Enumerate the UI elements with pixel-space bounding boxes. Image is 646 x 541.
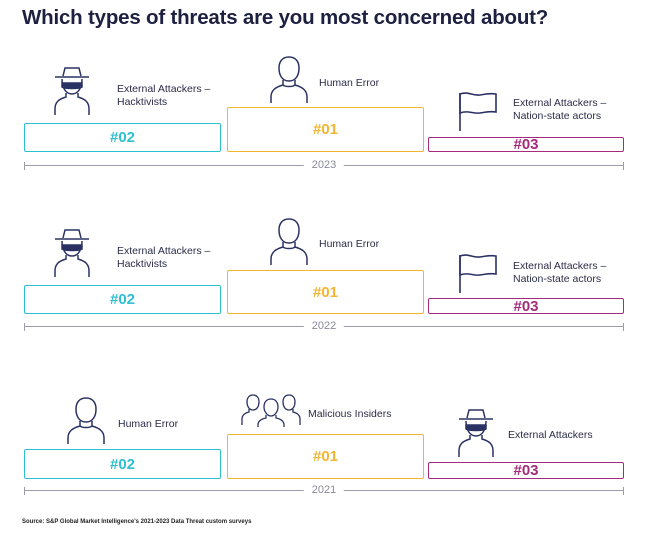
threat-label-line: External Attackers	[508, 429, 593, 441]
threat-label: Human Error	[118, 418, 178, 431]
rank-box-03: #03	[428, 462, 624, 479]
person-icon	[267, 216, 311, 271]
threat-label-line: Nation-state actors	[513, 110, 602, 122]
threat-label-line: Hacktivists	[117, 258, 168, 270]
person-icon	[64, 395, 108, 450]
year-label: 2021	[303, 484, 345, 497]
threat-label-line: Malicious Insiders	[308, 408, 392, 420]
rank-box-01: #01	[227, 107, 424, 152]
flag-icon	[457, 90, 499, 137]
rank-box-03: #03	[428, 298, 624, 315]
threat-label: External Attackers – Nation-state actors	[513, 97, 606, 123]
year-bracket: 2023	[24, 159, 624, 172]
page-title: Which types of threats are you most conc…	[22, 6, 549, 29]
hacker-icon	[456, 408, 496, 463]
threat-label: Human Error	[319, 238, 379, 251]
rank-box-02: #02	[24, 285, 221, 314]
hacker-icon	[52, 228, 92, 283]
rank-box-02: #02	[24, 449, 221, 479]
source-note: Source: S&P Global Market Intelligence's…	[22, 519, 252, 525]
threat-label-line: External Attackers –	[117, 245, 211, 257]
threat-label: External Attackers – Nation-state actors	[513, 260, 606, 286]
threat-label: External Attackers	[508, 429, 593, 442]
threat-label-line: Human Error	[118, 418, 179, 430]
threat-label-line: Hacktivists	[117, 96, 168, 108]
threat-label-line: External Attackers –	[513, 260, 607, 272]
rank-box-01: #01	[227, 270, 424, 314]
threat-label: External Attackers – Hacktivists	[117, 245, 210, 271]
threat-label: Human Error	[319, 77, 379, 90]
year-bracket: 2021	[24, 484, 624, 497]
threat-label: External Attackers – Hacktivists	[117, 83, 210, 109]
threat-label-line: Human Error	[319, 77, 380, 89]
flag-icon	[457, 252, 499, 299]
threat-label: Malicious Insiders	[308, 408, 391, 421]
threat-label-line: External Attackers –	[513, 97, 607, 109]
threat-label-line: Nation-state actors	[513, 273, 602, 285]
year-label: 2023	[303, 159, 345, 172]
group-icon	[241, 393, 301, 432]
rank-box-01: #01	[227, 434, 424, 479]
year-label: 2022	[303, 320, 345, 333]
rank-box-03: #03	[428, 136, 624, 153]
threat-label-line: External Attackers –	[117, 83, 211, 95]
person-icon	[267, 54, 311, 109]
rank-box-02: #02	[24, 123, 221, 152]
year-bracket: 2022	[24, 320, 624, 333]
threat-label-line: Human Error	[319, 238, 380, 250]
hacker-icon	[52, 66, 92, 121]
